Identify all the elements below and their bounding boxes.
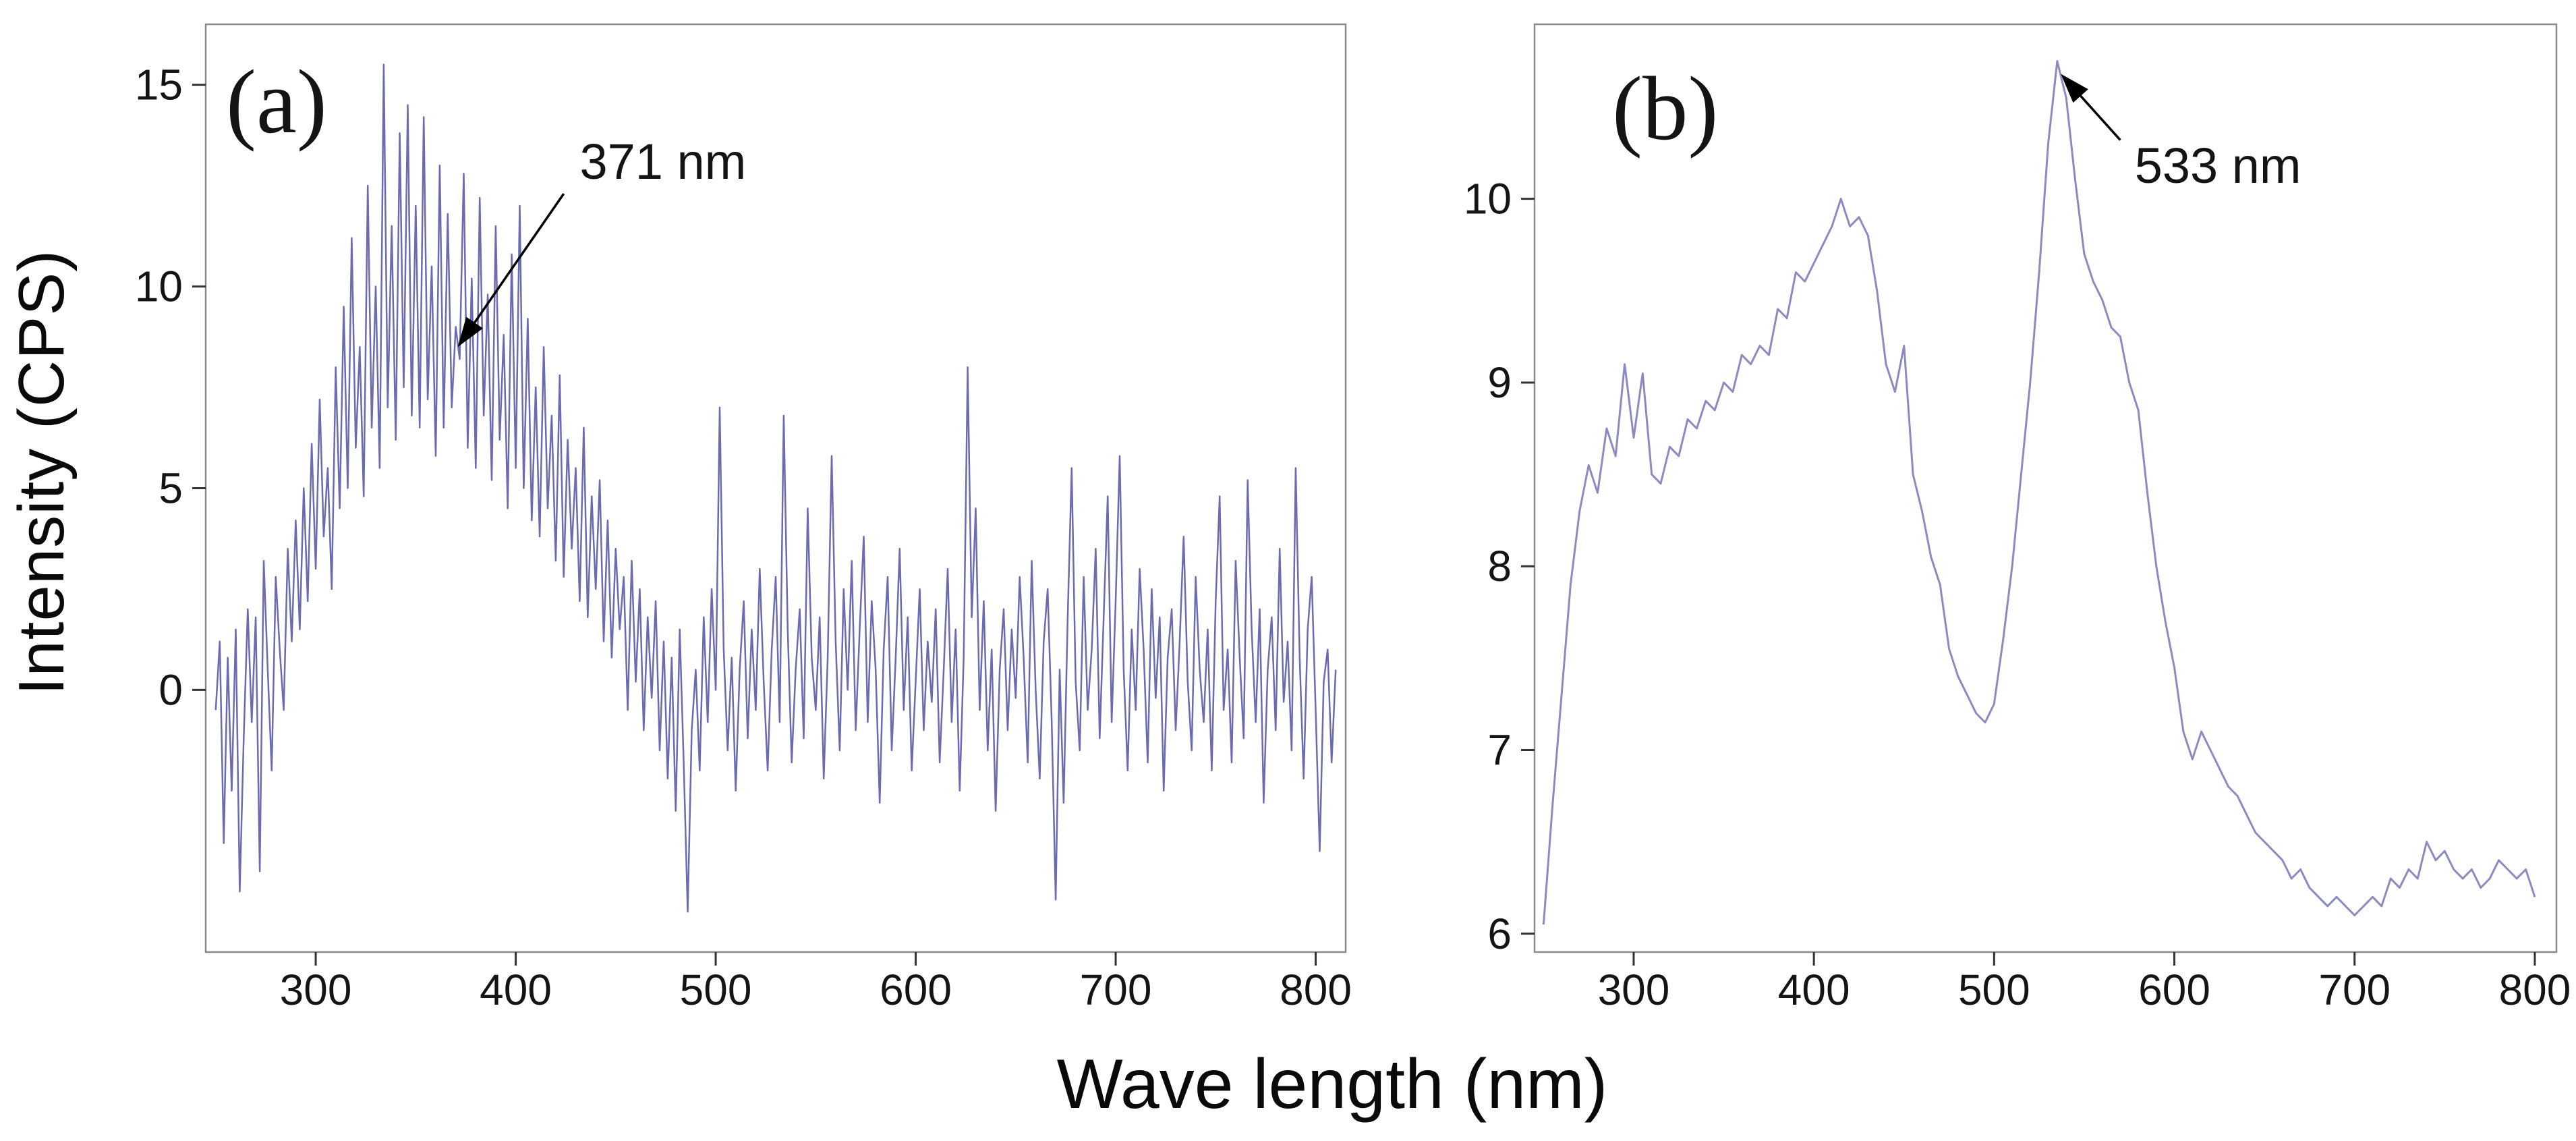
x-tick-label: 500 [680, 966, 752, 1014]
peak-annotation-label: 533 nm [2135, 138, 2301, 194]
y-tick-label: 7 [1487, 725, 1512, 774]
y-tick-label: 9 [1487, 358, 1512, 407]
y-tick-label: 0 [159, 665, 183, 714]
x-tick-label: 600 [880, 966, 952, 1014]
x-axis-label: Wave length (nm) [1056, 1045, 1608, 1123]
x-tick-label: 700 [2318, 966, 2391, 1014]
y-axis-label: Intensity (CPS) [5, 249, 78, 696]
x-tick-label: 800 [1280, 966, 1352, 1014]
x-tick-label: 500 [1958, 966, 2030, 1014]
peak-annotation-label: 371 nm [579, 134, 746, 190]
panel-a: 300 400 500 600 700 800 0 5 10 15 (a) 371 nm [88, 4, 1356, 1023]
plot-frame [204, 23, 1347, 953]
panel-b-chart: 300 400 500 600 700 800 6 7 8 9 10 (b) 533 nm [1464, 23, 2571, 1014]
peak-annotation-arrow [474, 193, 565, 324]
x-tick-label: 400 [480, 966, 552, 1014]
x-tick-label: 300 [280, 966, 352, 1014]
panel-a-chart: 300 400 500 600 700 800 0 5 10 15 (a) 371 nm [135, 23, 1352, 1014]
spectrum-line [1542, 60, 2536, 925]
y-tick-label: 10 [1464, 175, 1512, 223]
y-tick-label: 6 [1487, 910, 1512, 958]
panel-label: (b) [1612, 59, 1718, 159]
x-tick-label: 700 [1080, 966, 1152, 1014]
peak-annotation-arrowhead [457, 316, 483, 347]
panel-label: (a) [226, 52, 327, 152]
y-tick-label: 15 [135, 61, 183, 109]
plot-frame [1533, 23, 2558, 953]
peak-annotation-arrow [2080, 95, 2121, 141]
y-tick-label: 10 [135, 262, 183, 311]
x-tick-label: 800 [2499, 966, 2571, 1014]
y-tick-label: 8 [1487, 542, 1512, 590]
panel-b: 300 400 500 600 700 800 6 7 8 9 10 (b) 533 nm [1410, 4, 2573, 1023]
spectrum-line [214, 63, 1337, 913]
x-tick-label: 300 [1598, 966, 1670, 1014]
x-tick-label: 600 [2138, 966, 2210, 1014]
x-tick-label: 400 [1778, 966, 1850, 1014]
y-tick-label: 5 [159, 464, 183, 513]
peak-annotation-arrowhead [2061, 74, 2088, 103]
